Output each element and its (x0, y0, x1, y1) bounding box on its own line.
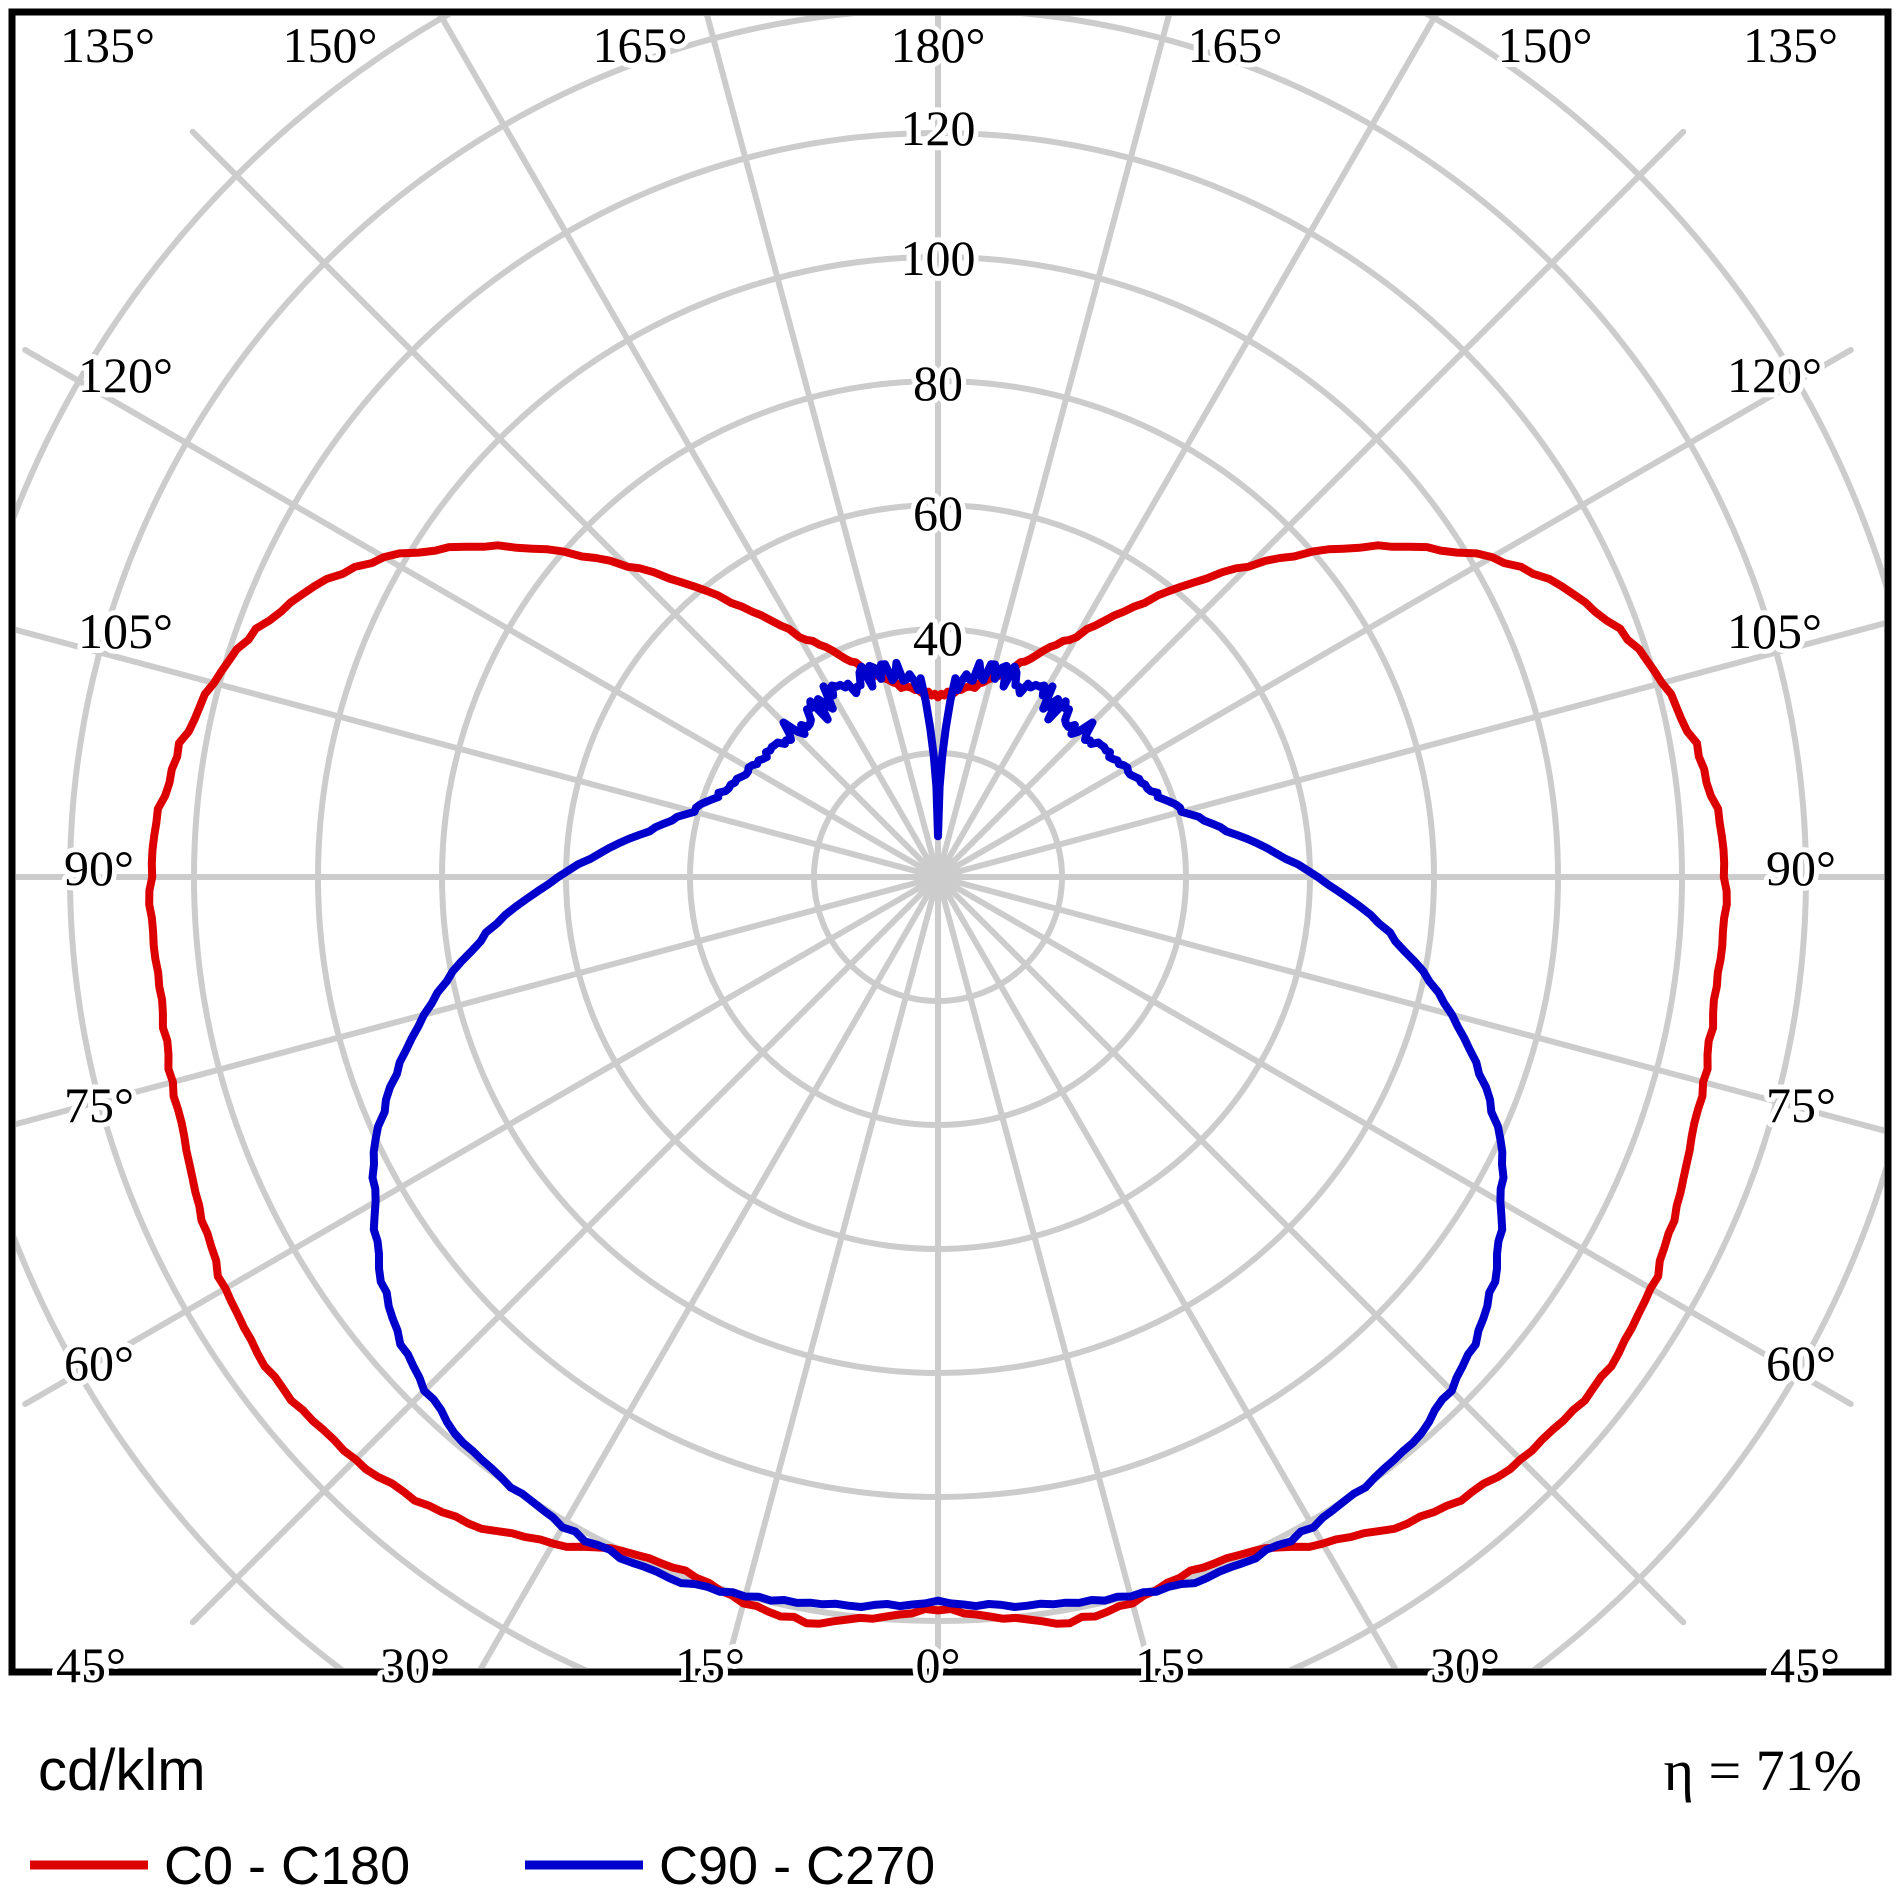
angle-gridline-105-l (16, 626, 941, 880)
legend-label-c0-c180: C0 - C180 (164, 1836, 410, 1896)
angle-label-top-5: 150° (1498, 17, 1593, 73)
angle-gridline-45-l (189, 874, 941, 1626)
angle-label-left-4: 60° (64, 1335, 134, 1391)
angle-label-bottom-4: 15° (1135, 1637, 1205, 1693)
unit-label: cd/klm (38, 1738, 206, 1803)
angle-gridline-135-l (189, 128, 941, 880)
angle-label-top-1: 150° (283, 17, 378, 73)
angle-label-top-2: 165° (593, 17, 688, 73)
angle-label-right-3: 75° (1766, 1077, 1836, 1133)
angle-gridline-30-r (935, 874, 1399, 1668)
angle-label-right-2: 90° (1766, 840, 1836, 896)
angle-label-left-3: 75° (64, 1077, 134, 1133)
angle-gridline-120-l (22, 347, 941, 880)
angle-gridline-15-l (722, 874, 941, 1668)
angle-label-bottom-3: 0° (916, 1637, 961, 1693)
radial-tick-labels: 120 100 80 60 40 (896, 95, 981, 671)
radial-label-120: 120 (901, 100, 976, 156)
angle-tick-labels: 135° 150° 165° 180° 165° 150° 135° 120° 105° 90° 7… (51, 12, 1845, 1698)
angle-gridline-165-r (935, 16, 1172, 880)
radial-label-80: 80 (913, 355, 963, 411)
angle-label-top-3: 180° (891, 17, 986, 73)
angle-gridline-105-r (935, 620, 1884, 880)
angle-label-top-6: 135° (1743, 17, 1838, 73)
angle-gridline-135-r (935, 128, 1687, 880)
curve-c90-c270 (368, 658, 1508, 1611)
angle-label-right-0: 120° (1727, 347, 1822, 403)
angle-label-right-1: 105° (1727, 603, 1822, 659)
radial-label-100: 100 (901, 230, 976, 286)
angle-label-right-4: 60° (1766, 1335, 1836, 1391)
angle-gridline-60-r (935, 874, 1854, 1407)
angle-label-top-4: 165° (1188, 17, 1283, 73)
angle-gridline-45-r (935, 874, 1687, 1626)
angle-gridline-165-l (704, 16, 941, 880)
plot-frame (8, 8, 1892, 1676)
angle-gridline-15-r (935, 874, 1154, 1668)
efficiency-label: η = 71% (1664, 1738, 1862, 1803)
angle-label-bottom-0: 45° (56, 1637, 126, 1693)
angle-label-left-2: 90° (64, 840, 134, 896)
angle-label-left-0: 120° (78, 347, 173, 403)
distribution-curves (145, 541, 1731, 1628)
angle-label-bottom-2: 15° (675, 1637, 745, 1693)
angle-gridline-150-l (437, 16, 941, 880)
curve-c0-c180 (145, 541, 1731, 1628)
angle-gridline-60-l (22, 874, 941, 1407)
angle-label-left-1: 105° (78, 603, 173, 659)
angle-gridline-30-l (477, 874, 941, 1668)
legend-label-c90-c270: C90 - C270 (659, 1836, 935, 1896)
angle-label-bottom-6: 45° (1770, 1637, 1840, 1693)
radial-label-60: 60 (913, 485, 963, 541)
angle-gridline-150-r (935, 16, 1439, 880)
radial-label-40: 40 (913, 610, 963, 666)
angle-label-bottom-1: 30° (380, 1637, 450, 1693)
angle-label-bottom-5: 30° (1430, 1637, 1500, 1693)
angle-label-top-0: 135° (60, 17, 155, 73)
angle-gridline-120-r (935, 347, 1854, 880)
